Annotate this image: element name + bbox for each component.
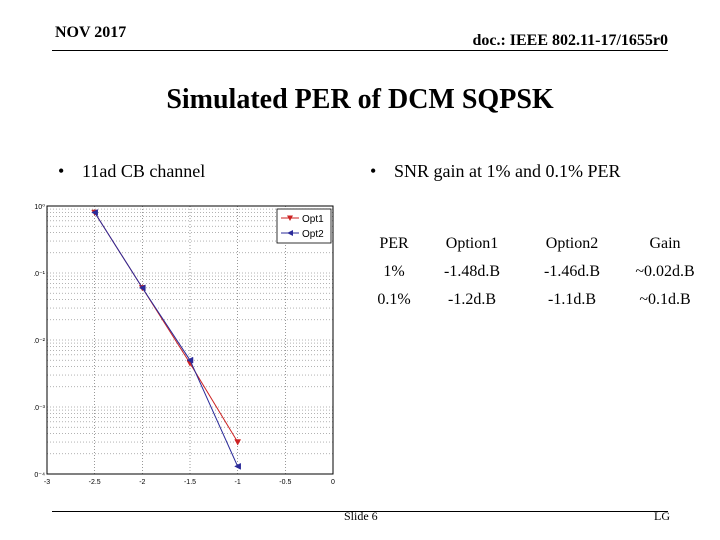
data-point-opt2 (138, 284, 146, 292)
x-tick-label: -1 (235, 479, 241, 486)
bullet-right-text: SNR gain at 1% and 0.1% PER (394, 161, 621, 181)
legend-label: Opt2 (302, 229, 324, 240)
legend-label: Opt1 (302, 214, 324, 225)
series-line-opt2 (94, 212, 239, 467)
table-row: 0.1% -1.2d.B -1.1d.B ~0.1d.B (366, 286, 708, 314)
y-tick-label: 10⁻³ (34, 405, 46, 412)
x-tick-label: -1.5 (184, 479, 196, 486)
header-date: NOV 2017 (55, 24, 127, 41)
table-cell: -1.1d.B (548, 291, 596, 308)
slide-number: Slide 6 (344, 509, 378, 523)
table-cell: 1% (383, 263, 405, 280)
table-cell: -1.46d.B (544, 263, 600, 280)
table-cell: 0.1% (377, 291, 411, 308)
table-cell: -1.48d.B (444, 263, 500, 280)
data-point-opt1 (234, 439, 242, 446)
plot-frame (46, 205, 334, 475)
y-tick-label: 10⁻¹ (34, 271, 46, 278)
y-tick-label: 10⁰ (34, 203, 45, 211)
table-row: 1% -1.48d.B -1.46d.B ~0.02d.B (366, 258, 708, 286)
snr-gain-table: PER Option1 Option2 Gain 1% -1.48d.B -1.… (366, 230, 708, 314)
per-chart: -3 -2.5 -2 -1.5 -1 -0.5 0 10⁰ 10⁻¹ 10⁻² 10⁻³ 10⁻⁴ Op… (34, 203, 335, 486)
bullet-marker: • (58, 161, 65, 181)
table-header-cell: Option2 (545, 235, 599, 252)
bullet-marker: • (370, 161, 377, 181)
legend-box (276, 208, 332, 244)
header-doc-id: doc.: IEEE 802.11-17/1655r0 (472, 32, 668, 49)
table-header-cell: Option1 (445, 235, 499, 252)
x-tick-label: -2.5 (89, 479, 101, 486)
x-tick-label: -3 (44, 479, 50, 486)
bullet-left-text: 11ad CB channel (82, 161, 206, 181)
table-cell: ~0.02d.B (635, 263, 695, 280)
table-header-cell: PER (379, 235, 409, 252)
footer-author: LG (654, 509, 670, 523)
x-tick-label: 0 (331, 479, 335, 486)
y-tick-label: 10⁻⁴ (34, 472, 45, 479)
data-point-opt2 (234, 462, 241, 470)
slide-title: Simulated PER of DCM SQPSK (166, 84, 554, 115)
x-tick-label: -0.5 (279, 479, 291, 486)
footer-divider (52, 511, 668, 512)
bullet-right: • SNR gain at 1% and 0.1% PER (370, 161, 621, 182)
bullet-left: • 11ad CB channel (58, 161, 205, 182)
header-divider (52, 50, 668, 51)
legend-marker (287, 230, 293, 236)
table-cell: ~0.1d.B (639, 291, 691, 308)
x-tick-label: -2 (139, 479, 145, 486)
table-header-cell: Gain (649, 235, 681, 252)
table-header-row: PER Option1 Option2 Gain (366, 230, 708, 258)
legend-marker (287, 215, 293, 221)
table-cell: -1.2d.B (448, 291, 496, 308)
data-point-opt2 (186, 356, 194, 364)
y-tick-label: 10⁻² (34, 338, 46, 345)
data-point-opt2 (91, 209, 98, 216)
